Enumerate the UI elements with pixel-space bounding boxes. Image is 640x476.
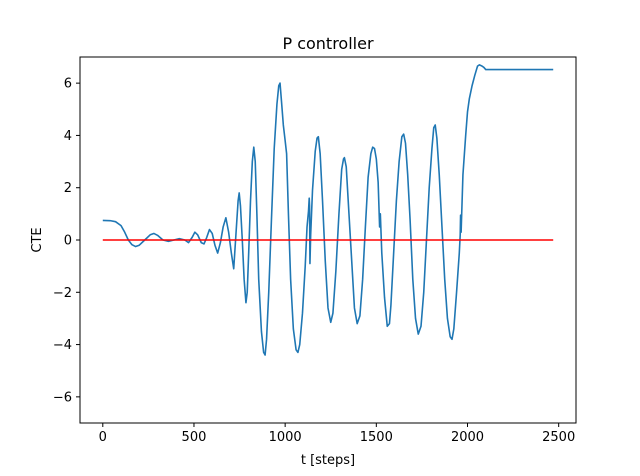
y-tick-label: 4 — [64, 129, 72, 144]
x-tick-label: 2000 — [451, 430, 484, 445]
x-axis-label: t [steps] — [301, 453, 355, 468]
y-tick-label: 0 — [64, 234, 72, 249]
x-tick-label: 500 — [182, 430, 207, 445]
y-tick-label: 6 — [64, 77, 72, 92]
x-tick-label: 1500 — [360, 430, 393, 445]
axes-layer: 0 500 1000 1500 2000 2500 −6 −4 −2 0 2 4 6 — [53, 77, 575, 445]
y-axis-label: CTE — [30, 227, 45, 252]
series-layer — [102, 64, 554, 356]
plot-frame — [79, 56, 577, 424]
y-tick-label: −6 — [53, 390, 72, 405]
x-tick-label: 0 — [99, 430, 107, 445]
x-tick-label: 1000 — [269, 430, 302, 445]
y-tick-label: −2 — [53, 286, 72, 301]
y-tick-label: 2 — [64, 181, 72, 196]
x-tick-label: 2500 — [542, 430, 575, 445]
cte-series-line — [102, 64, 554, 356]
y-tick-label: −4 — [53, 338, 72, 353]
chart-title: P controller — [282, 34, 373, 53]
